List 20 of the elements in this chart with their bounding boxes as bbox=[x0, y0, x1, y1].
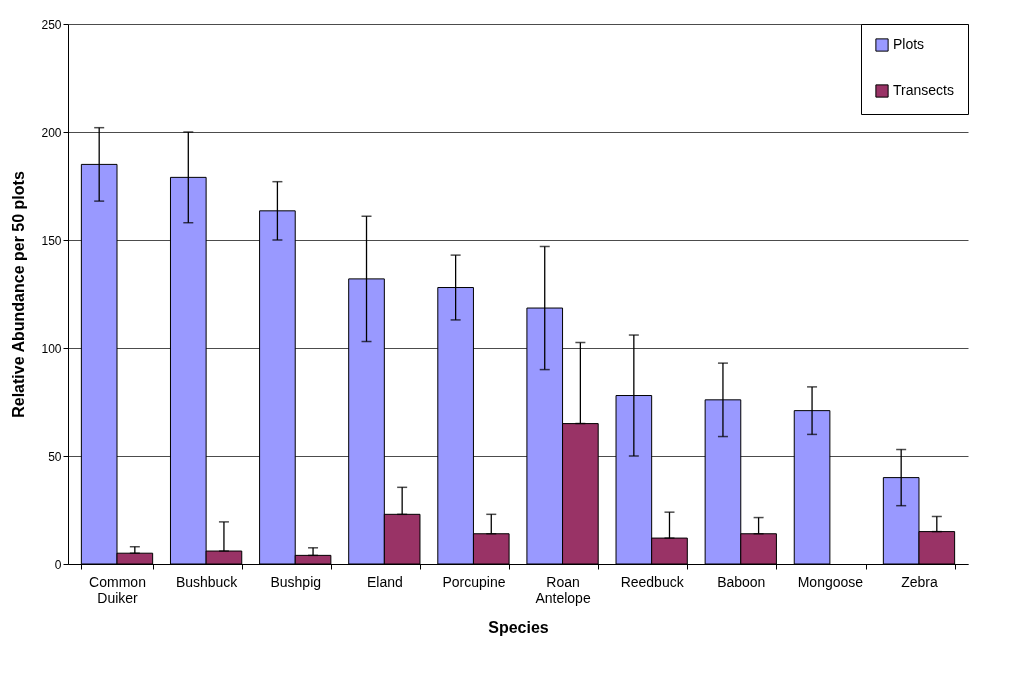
x-tick-label: Bushbuck bbox=[175, 573, 239, 590]
y-tick-label: 50 bbox=[48, 449, 62, 464]
legend-label: Transects bbox=[893, 82, 954, 98]
x-tick-label: Porcupine bbox=[442, 573, 506, 590]
legend-label: Plots bbox=[893, 36, 925, 52]
y-tick-label: 0 bbox=[54, 557, 62, 572]
x-tick-label: Baboon bbox=[717, 573, 766, 590]
y-axis-title: Relative Abundance per 50 plots bbox=[10, 171, 28, 418]
x-tick-label: Mongoose bbox=[797, 573, 864, 590]
x-tick-label: Roan Antelope bbox=[535, 573, 591, 606]
x-tick-label: Common Duiker bbox=[89, 573, 146, 606]
x-axis-title: Species bbox=[488, 618, 549, 636]
y-tick-label: 150 bbox=[41, 233, 62, 248]
y-tick-label: 200 bbox=[41, 125, 62, 140]
x-tick-label: Reedbuck bbox=[620, 573, 685, 590]
x-tick-label: Bushpig bbox=[270, 573, 322, 590]
y-tick-label: 250 bbox=[41, 17, 62, 32]
y-tick-label: 100 bbox=[41, 341, 62, 356]
x-tick-label: Zebra bbox=[901, 573, 938, 590]
x-tick-label: Eland bbox=[366, 573, 403, 590]
